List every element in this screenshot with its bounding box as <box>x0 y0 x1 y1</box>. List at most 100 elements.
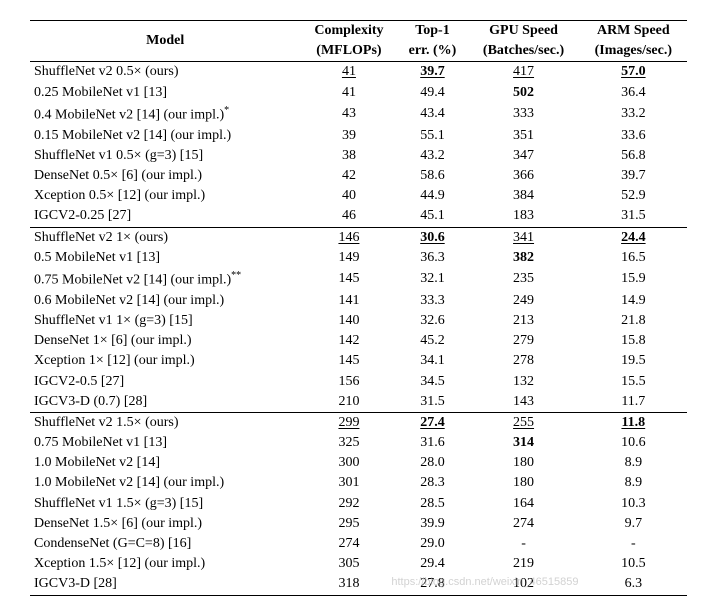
cell-complexity: 39 <box>300 126 397 146</box>
cell-gpu: 384 <box>467 186 579 206</box>
cell-arm: 9.7 <box>580 514 687 534</box>
cell-gpu: 314 <box>467 433 579 453</box>
cell-model: Xception 1× [12] (our impl.) <box>30 351 300 371</box>
table-row: CondenseNet (G=C=8) [16]27429.0-- <box>30 534 687 554</box>
cell-arm: 52.9 <box>580 186 687 206</box>
cell-arm: 21.8 <box>580 311 687 331</box>
cell-complexity: 318 <box>300 574 397 595</box>
cell-arm: 6.3 <box>580 574 687 595</box>
cell-model: IGCV3-D (0.7) [28] <box>30 392 300 413</box>
cell-model: DenseNet 1× [6] (our impl.) <box>30 331 300 351</box>
results-table: Model Complexity Top-1 GPU Speed ARM Spe… <box>30 20 687 596</box>
cell-complexity: 145 <box>300 268 397 291</box>
cell-arm: 57.0 <box>580 62 687 83</box>
table-row: 1.0 MobileNet v2 [14] (our impl.)30128.3… <box>30 473 687 493</box>
table-header: Model Complexity Top-1 GPU Speed ARM Spe… <box>30 21 687 62</box>
table-row: IGCV3-D [28]31827.81026.3 <box>30 574 687 595</box>
cell-complexity: 142 <box>300 331 397 351</box>
cell-top1: 31.6 <box>397 433 467 453</box>
cell-arm: 10.5 <box>580 554 687 574</box>
table-row: DenseNet 1× [6] (our impl.)14245.227915.… <box>30 331 687 351</box>
cell-gpu: 341 <box>467 227 579 248</box>
cell-arm: 24.4 <box>580 227 687 248</box>
table-row: 0.15 MobileNet v2 [14] (our impl.)3955.1… <box>30 126 687 146</box>
cell-complexity: 145 <box>300 351 397 371</box>
cell-gpu: 382 <box>467 248 579 268</box>
cell-arm: 11.8 <box>580 412 687 433</box>
cell-arm: 36.4 <box>580 83 687 103</box>
cell-top1: 34.1 <box>397 351 467 371</box>
cell-complexity: 210 <box>300 392 397 413</box>
cell-arm: 56.8 <box>580 146 687 166</box>
table-row: 0.75 MobileNet v2 [14] (our impl.)**1453… <box>30 268 687 291</box>
cell-gpu: 102 <box>467 574 579 595</box>
cell-arm: 39.7 <box>580 166 687 186</box>
cell-gpu: 219 <box>467 554 579 574</box>
col-complexity-header-bottom: (MFLOPs) <box>300 41 397 62</box>
cell-model: 0.15 MobileNet v2 [14] (our impl.) <box>30 126 300 146</box>
cell-model: 0.75 MobileNet v2 [14] (our impl.)** <box>30 268 300 291</box>
col-model-header: Model <box>30 21 300 62</box>
cell-complexity: 301 <box>300 473 397 493</box>
col-top1-header-top: Top-1 <box>397 21 467 42</box>
cell-model: CondenseNet (G=C=8) [16] <box>30 534 300 554</box>
cell-gpu: 274 <box>467 514 579 534</box>
cell-arm: 31.5 <box>580 206 687 227</box>
cell-complexity: 40 <box>300 186 397 206</box>
cell-top1: 32.6 <box>397 311 467 331</box>
table-row: 0.6 MobileNet v2 [14] (our impl.)14133.3… <box>30 291 687 311</box>
table-row: 0.75 MobileNet v1 [13]32531.631410.6 <box>30 433 687 453</box>
col-arm-header-bottom: (Images/sec.) <box>580 41 687 62</box>
cell-gpu: 502 <box>467 83 579 103</box>
cell-gpu: 164 <box>467 494 579 514</box>
cell-complexity: 300 <box>300 453 397 473</box>
cell-gpu: 417 <box>467 62 579 83</box>
table-row: DenseNet 0.5× [6] (our impl.)4258.636639… <box>30 166 687 186</box>
cell-arm: 10.3 <box>580 494 687 514</box>
cell-top1: 43.4 <box>397 103 467 126</box>
cell-model: DenseNet 0.5× [6] (our impl.) <box>30 166 300 186</box>
cell-gpu: 180 <box>467 473 579 493</box>
col-arm-header-top: ARM Speed <box>580 21 687 42</box>
table-row: Xception 1.5× [12] (our impl.)30529.4219… <box>30 554 687 574</box>
cell-gpu: 180 <box>467 453 579 473</box>
cell-top1: 34.5 <box>397 372 467 392</box>
cell-arm: 16.5 <box>580 248 687 268</box>
cell-top1: 45.1 <box>397 206 467 227</box>
cell-top1: 39.9 <box>397 514 467 534</box>
cell-complexity: 274 <box>300 534 397 554</box>
cell-model: DenseNet 1.5× [6] (our impl.) <box>30 514 300 534</box>
cell-gpu: - <box>467 534 579 554</box>
cell-arm: 19.5 <box>580 351 687 371</box>
cell-model: ShuffleNet v2 1× (ours) <box>30 227 300 248</box>
cell-top1: 27.4 <box>397 412 467 433</box>
cell-gpu: 183 <box>467 206 579 227</box>
table-row: Xception 1× [12] (our impl.)14534.127819… <box>30 351 687 371</box>
cell-complexity: 149 <box>300 248 397 268</box>
cell-complexity: 141 <box>300 291 397 311</box>
cell-model: ShuffleNet v1 1.5× (g=3) [15] <box>30 494 300 514</box>
cell-arm: 15.9 <box>580 268 687 291</box>
cell-top1: 44.9 <box>397 186 467 206</box>
cell-complexity: 42 <box>300 166 397 186</box>
cell-top1: 45.2 <box>397 331 467 351</box>
cell-model: ShuffleNet v1 1× (g=3) [15] <box>30 311 300 331</box>
cell-complexity: 156 <box>300 372 397 392</box>
cell-top1: 43.2 <box>397 146 467 166</box>
cell-gpu: 249 <box>467 291 579 311</box>
table-row: 0.5 MobileNet v1 [13]14936.338216.5 <box>30 248 687 268</box>
cell-model: ShuffleNet v2 1.5× (ours) <box>30 412 300 433</box>
cell-top1: 28.5 <box>397 494 467 514</box>
cell-complexity: 295 <box>300 514 397 534</box>
cell-complexity: 38 <box>300 146 397 166</box>
cell-complexity: 46 <box>300 206 397 227</box>
cell-model: ShuffleNet v1 0.5× (g=3) [15] <box>30 146 300 166</box>
cell-gpu: 333 <box>467 103 579 126</box>
cell-complexity: 325 <box>300 433 397 453</box>
cell-gpu: 132 <box>467 372 579 392</box>
table-row: 0.4 MobileNet v2 [14] (our impl.)*4343.4… <box>30 103 687 126</box>
table-row: ShuffleNet v2 1× (ours)14630.634124.4 <box>30 227 687 248</box>
cell-complexity: 146 <box>300 227 397 248</box>
cell-gpu: 347 <box>467 146 579 166</box>
table-row: ShuffleNet v1 1× (g=3) [15]14032.621321.… <box>30 311 687 331</box>
